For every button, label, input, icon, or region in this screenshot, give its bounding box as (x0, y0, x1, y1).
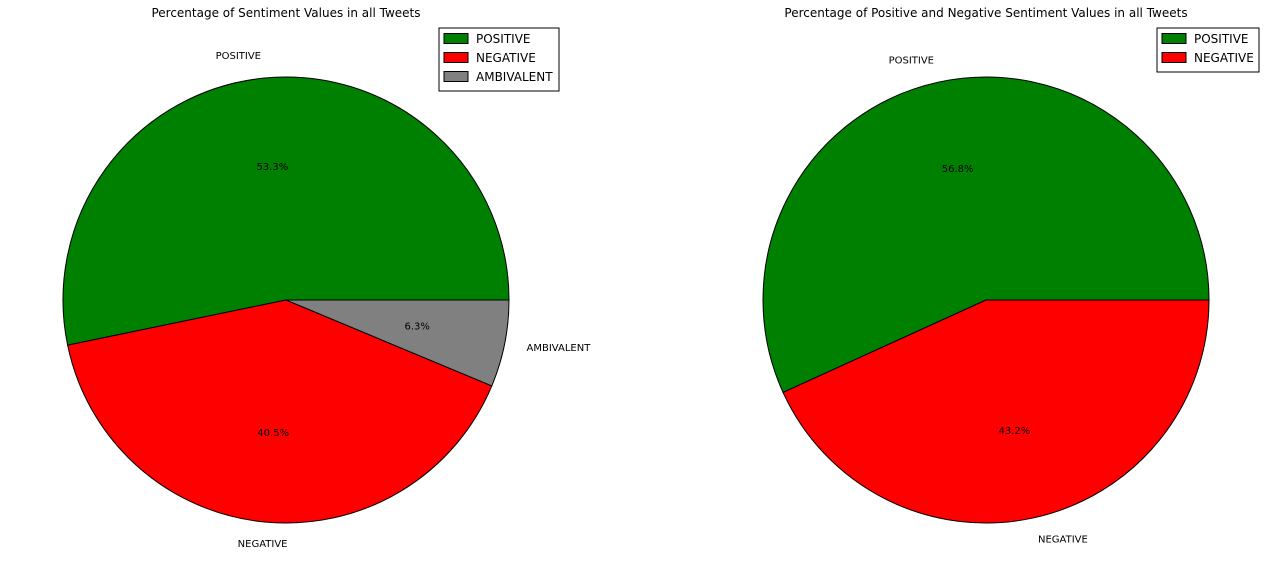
pie-slices (762, 76, 1210, 524)
legend-entry-positive: POSITIVE (1194, 32, 1249, 46)
slice-percent-ambivalent: 6.3% (404, 321, 429, 332)
pie-slice-negative (67, 299, 493, 524)
legend-swatch-positive (1161, 33, 1187, 44)
legend-entry-ambivalent: AMBIVALENT (476, 70, 553, 84)
legend-entry-positive: POSITIVE (476, 32, 531, 46)
slice-percent-negative: 43.2% (999, 426, 1031, 437)
pie-slice-positive (62, 76, 510, 346)
pie-chart-sentiment-all: Percentage of Sentiment Values in all Tw… (62, 6, 592, 550)
slice-label-positive: POSITIVE (216, 51, 261, 62)
pie-slice-negative (782, 299, 1210, 524)
slice-label-positive: POSITIVE (889, 55, 934, 66)
chart-title: Percentage of Sentiment Values in all Tw… (151, 6, 420, 20)
percent-labels: 56.8% 43.2% (942, 164, 1031, 437)
legend-swatch-negative (1161, 52, 1187, 63)
pie-slices (62, 76, 510, 524)
legend-swatch-positive (443, 33, 469, 44)
slice-label-negative: NEGATIVE (238, 539, 288, 550)
slice-labels: POSITIVE NEGATIVE AMBIVALENT (216, 51, 592, 550)
slice-label-negative: NEGATIVE (1038, 535, 1088, 546)
legend: POSITIVE NEGATIVE AMBIVALENT (438, 27, 560, 92)
slice-percent-positive: 56.8% (942, 164, 974, 175)
pie-chart-positive-negative: Percentage of Positive and Negative Sent… (762, 6, 1260, 546)
pie-slice-ambivalent (285, 299, 510, 387)
slice-labels: POSITIVE NEGATIVE (889, 55, 1088, 545)
legend-entry-negative: NEGATIVE (1194, 51, 1254, 65)
legend-swatch-ambivalent (443, 71, 469, 82)
legend-swatch-negative (443, 52, 469, 63)
chart-title: Percentage of Positive and Negative Sent… (784, 6, 1187, 20)
slice-percent-positive: 53.3% (257, 162, 289, 173)
slice-label-ambivalent: AMBIVALENT (527, 343, 592, 354)
slice-percent-negative: 40.5% (257, 428, 289, 439)
legend-entry-negative: NEGATIVE (476, 51, 536, 65)
percent-labels: 53.3% 40.5% 6.3% (257, 162, 430, 439)
pie-slice-positive (762, 76, 1210, 394)
legend: POSITIVE NEGATIVE (1156, 27, 1260, 73)
